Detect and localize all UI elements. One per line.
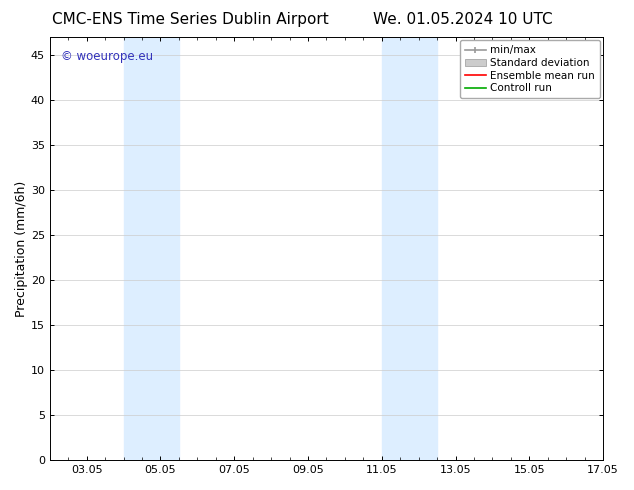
Legend: min/max, Standard deviation, Ensemble mean run, Controll run: min/max, Standard deviation, Ensemble me… <box>460 40 600 98</box>
Text: We. 01.05.2024 10 UTC: We. 01.05.2024 10 UTC <box>373 12 553 27</box>
Bar <box>124 37 179 460</box>
Y-axis label: Precipitation (mm/6h): Precipitation (mm/6h) <box>15 180 28 317</box>
Text: © woeurope.eu: © woeurope.eu <box>61 50 153 63</box>
Bar <box>382 37 437 460</box>
Text: CMC-ENS Time Series Dublin Airport: CMC-ENS Time Series Dublin Airport <box>52 12 328 27</box>
